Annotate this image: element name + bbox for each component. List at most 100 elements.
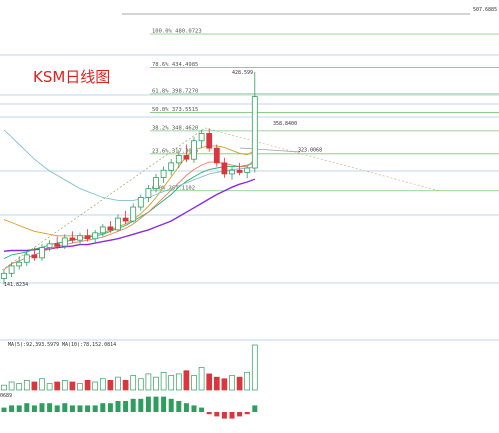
candle-body-30 bbox=[229, 169, 235, 175]
volume-ma-label-1: MA(10):78,152.0814 bbox=[62, 342, 116, 348]
macd-bar-13 bbox=[100, 403, 106, 412]
volume-bar-17 bbox=[130, 375, 137, 391]
volume-bar-25 bbox=[191, 375, 197, 391]
candle-body-8 bbox=[61, 237, 68, 247]
macd-bar-1 bbox=[9, 405, 15, 412]
volume-bar-21 bbox=[160, 371, 167, 391]
volume-bar-32 bbox=[244, 371, 251, 391]
volume-bar-22 bbox=[168, 375, 175, 391]
low-price-label: 141.8234 bbox=[4, 282, 28, 288]
macd-bar-24 bbox=[183, 403, 189, 412]
macd-bar-27 bbox=[206, 412, 212, 415]
moving-averages bbox=[3, 129, 256, 270]
candle-body-21 bbox=[160, 169, 167, 179]
candle-body-31 bbox=[236, 169, 243, 173]
ma-line-3 bbox=[3, 145, 256, 237]
candle-body-28 bbox=[213, 147, 220, 164]
macd-bar-3 bbox=[24, 403, 30, 412]
macd-bar-7 bbox=[54, 405, 60, 412]
candle-body-9 bbox=[69, 237, 76, 241]
candle-body-3 bbox=[23, 254, 30, 263]
macd-bar-11 bbox=[85, 405, 91, 412]
candle-body-10 bbox=[77, 235, 83, 241]
macd-bar-32 bbox=[244, 412, 250, 415]
macd-bar-19 bbox=[145, 396, 151, 412]
fib-label-4: 38.2% 348.4620 bbox=[152, 125, 198, 131]
uptrend-line bbox=[1, 127, 206, 271]
candle-body-4 bbox=[31, 254, 38, 259]
macd-bar-22 bbox=[168, 398, 174, 412]
candle-body-25 bbox=[191, 140, 197, 160]
volume-bar-13 bbox=[99, 378, 106, 391]
macd-bar-12 bbox=[92, 405, 98, 412]
macd-bar-9 bbox=[69, 405, 75, 412]
ma-line-1 bbox=[3, 162, 255, 260]
macd-bar-0 bbox=[1, 407, 7, 412]
fib-label-1: 78.6% 434.4985 bbox=[152, 62, 198, 68]
ma-line-2 bbox=[3, 158, 256, 270]
volume-bar-31 bbox=[236, 376, 243, 391]
volume-bar-9 bbox=[69, 381, 76, 391]
volume-bar-15 bbox=[115, 376, 121, 391]
candle-body-22 bbox=[168, 162, 175, 171]
macd-bar-23 bbox=[176, 401, 182, 412]
candle-body-23 bbox=[175, 155, 182, 164]
fib-label-2: 61.8% 398.7270 bbox=[152, 88, 198, 94]
volume-bar-26 bbox=[198, 367, 205, 391]
price-label-0: 358.8400 bbox=[273, 121, 297, 127]
volume-bar-19 bbox=[145, 373, 152, 391]
volume-bar-27 bbox=[206, 373, 213, 391]
macd-bar-21 bbox=[161, 396, 167, 412]
candle-body-13 bbox=[99, 226, 106, 234]
price-label-1: 323.0068 bbox=[298, 148, 322, 154]
volume-bar-11 bbox=[84, 380, 91, 391]
candle-body-17 bbox=[130, 206, 137, 222]
volume-bar-0 bbox=[1, 384, 7, 391]
candle-body-26 bbox=[198, 133, 205, 142]
macd-bar-16 bbox=[123, 401, 129, 412]
volume-bar-1 bbox=[8, 381, 15, 391]
trend-lines bbox=[1, 127, 441, 271]
candle-body-24 bbox=[183, 155, 190, 160]
macd-bar-29 bbox=[221, 412, 227, 419]
candle-body-19 bbox=[145, 188, 152, 198]
macd-bar-15 bbox=[115, 401, 121, 412]
candle-body-6 bbox=[46, 243, 53, 248]
candle-body-14 bbox=[107, 226, 114, 231]
volume-bar-3 bbox=[23, 380, 30, 391]
volume-bar-16 bbox=[122, 380, 129, 391]
ma-line-0 bbox=[3, 178, 256, 252]
candle-body-11 bbox=[84, 235, 91, 240]
macd-bar-25 bbox=[191, 405, 197, 412]
candle-body-27 bbox=[206, 133, 213, 149]
volume-ma-label-0: MA(5):92,393.5979 bbox=[8, 342, 59, 348]
macd-bar-17 bbox=[130, 398, 136, 412]
macd-bar-6 bbox=[47, 403, 53, 412]
macd-bar-33 bbox=[252, 405, 258, 412]
volume-bar-29 bbox=[221, 378, 228, 391]
candle-body-33 bbox=[251, 96, 258, 169]
volume-bar-4 bbox=[31, 381, 38, 391]
top-price-label: 507.6885 bbox=[473, 7, 497, 13]
macd-bar-10 bbox=[77, 405, 83, 412]
volume-bar-10 bbox=[77, 383, 83, 391]
volume-bar-20 bbox=[153, 376, 159, 391]
volume-bar-18 bbox=[137, 378, 144, 391]
chart-title: KSM日线图 bbox=[33, 68, 110, 86]
macd-bar-8 bbox=[62, 403, 68, 412]
macd-bar-18 bbox=[138, 398, 144, 412]
candle-body-12 bbox=[92, 232, 99, 240]
candle-body-5 bbox=[39, 247, 45, 259]
grid-layer bbox=[0, 13, 499, 341]
candle-body-15 bbox=[115, 217, 121, 231]
volume-bar-23 bbox=[175, 373, 182, 391]
volume-bar-8 bbox=[61, 380, 68, 391]
candle-body-18 bbox=[137, 197, 144, 208]
macd-bar-20 bbox=[153, 396, 159, 412]
volume-bar-5 bbox=[39, 378, 45, 391]
macd-bar-2 bbox=[16, 405, 22, 412]
macd-bar-14 bbox=[107, 403, 113, 412]
macd-bar-30 bbox=[229, 412, 235, 419]
macd-bar-28 bbox=[214, 412, 220, 417]
